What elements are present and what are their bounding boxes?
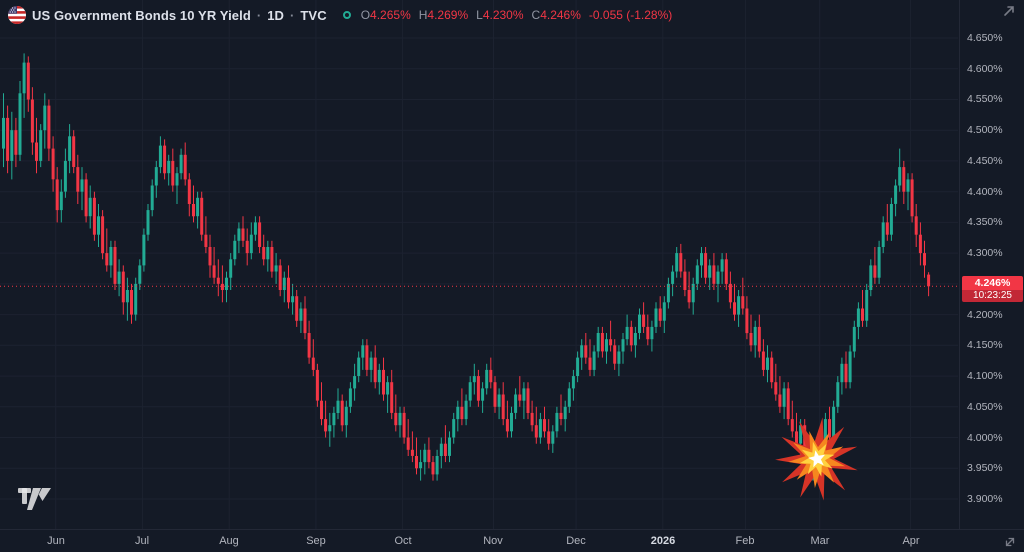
price-tick-label: 4.200% [967, 309, 1003, 321]
time-tick-label: Jun [47, 535, 65, 547]
time-tick-label: Jul [134, 535, 150, 547]
ohlc-close-label: C [531, 8, 541, 22]
price-tick-label: 4.350% [967, 216, 1003, 228]
price-tick-label: 4.050% [967, 401, 1003, 413]
ohlc-open-value: 4.265% [370, 8, 411, 22]
time-scale[interactable]: Jun Jul Aug Sep Oct Nov Dec 2026 Feb Mar Apr [0, 529, 1024, 552]
price-tick-label: 4.550% [967, 93, 1003, 105]
price-tick-label: 3.950% [967, 462, 1003, 474]
price-tick-label: 4.000% [967, 432, 1003, 444]
price-tick-label: 4.500% [967, 124, 1003, 136]
ohlc-low-value: 4.230% [482, 8, 524, 22]
price-tick-label: 4.600% [967, 63, 1003, 75]
time-tick-label: Mar [810, 535, 830, 547]
time-tick-label: Apr [902, 535, 920, 547]
expand-icon[interactable] [1001, 3, 1017, 24]
ohlc-high-value: 4.269% [427, 8, 469, 22]
tradingview-logo[interactable] [18, 488, 52, 515]
tradingview-logo-icon [18, 488, 51, 510]
time-tick-label: 2026 [650, 535, 676, 547]
current-price-label: 4.246% [962, 276, 1023, 290]
symbol-legend: US Government Bonds 10 YR Yield · 1D · T… [8, 6, 672, 24]
price-tick-label: 4.450% [967, 155, 1003, 167]
ohlc-open-label: O [360, 8, 371, 22]
separator-dot: · [256, 7, 262, 23]
current-price-badge: 4.246% 10:23:25 [962, 276, 1023, 302]
price-scale[interactable]: 4.246% 10:23:25 4.650% 4.600% 4.550% 4.500%… [959, 0, 1024, 529]
maximize-icon[interactable] [1003, 535, 1017, 552]
ohlc-high-label: H [418, 8, 428, 22]
us-flag-icon [8, 6, 26, 24]
time-tick-label: Oct [394, 535, 412, 547]
chart-plot-area[interactable]: US Government Bonds 10 YR Yield · 1D · T… [0, 0, 958, 529]
time-tick-label: Sep [306, 535, 326, 547]
time-tick-label: Aug [219, 535, 239, 547]
candlestick-plot[interactable] [0, 0, 958, 529]
ohlc-low-label: L [476, 8, 483, 22]
price-tick-label: 4.300% [967, 247, 1003, 259]
ohlc-close-value: 4.246% [540, 8, 581, 22]
time-tick-label: Nov [483, 535, 503, 547]
price-tick-label: 4.400% [967, 186, 1003, 198]
interval-label[interactable]: 1D [267, 7, 285, 23]
price-tick-label: 4.150% [967, 339, 1003, 351]
separator-dot: · [290, 7, 295, 23]
symbol-name: US Government Bonds 10 YR Yield [32, 7, 251, 23]
time-tick-label: Feb [735, 535, 755, 547]
time-tick-label: Dec [566, 535, 586, 547]
ohlc-legend: O 4.265% H 4.269% L 4.230% C 4.246% -0.055 (… [342, 8, 673, 22]
exchange-label: TVC [300, 7, 327, 23]
price-tick-label: 4.100% [967, 370, 1003, 382]
price-tick-label: 4.650% [967, 32, 1003, 44]
bar-countdown: 10:23:25 [962, 290, 1023, 302]
ohlc-change-value: -0.055 (-1.28%) [588, 8, 673, 22]
symbol-title-button[interactable]: US Government Bonds 10 YR Yield · 1D · T… [8, 6, 327, 24]
market-status-icon [342, 11, 351, 19]
price-tick-label: 3.900% [967, 493, 1003, 505]
